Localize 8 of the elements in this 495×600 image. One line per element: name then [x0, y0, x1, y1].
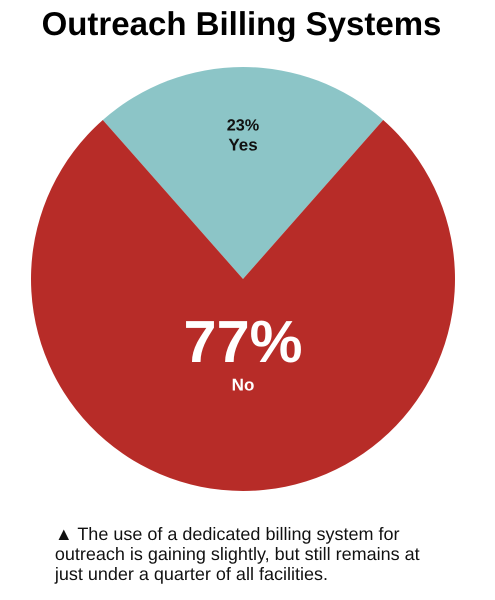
- text: ▲ The use of a dedicated billing system for outreach is gaining slightly, but still remains at just under a quarter of all facilities.: [54, 524, 420, 584]
- data-label: 23%: [226, 116, 260, 135]
- pie-slice: [31, 120, 455, 491]
- pie-slice: [102, 67, 384, 279]
- slice-label: No: [232, 375, 254, 394]
- chart-title: Outreach Billing Systems: [42, 5, 442, 42]
- slice-label: Yes: [228, 135, 258, 154]
- data-label: 77%: [184, 308, 302, 376]
